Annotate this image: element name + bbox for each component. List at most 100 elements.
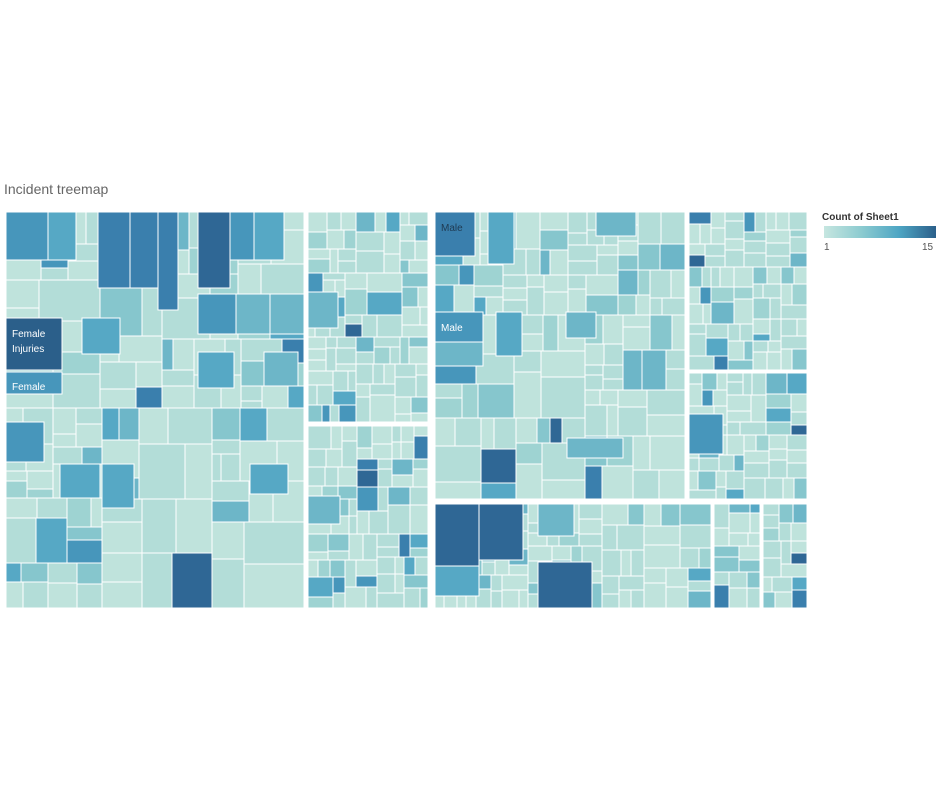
treemap-cell[interactable]	[764, 477, 784, 500]
treemap-cell[interactable]	[596, 244, 619, 256]
treemap-cell[interactable]	[724, 220, 745, 240]
treemap-cell[interactable]	[401, 324, 429, 338]
treemap-cell[interactable]	[329, 404, 340, 423]
treemap-cell[interactable]	[780, 266, 795, 285]
treemap-cell[interactable]	[780, 563, 808, 578]
treemap-cell[interactable]	[413, 425, 429, 437]
treemap-cell[interactable]	[762, 283, 782, 299]
treemap-cell[interactable]	[739, 323, 754, 342]
treemap-cell[interactable]	[637, 243, 661, 271]
treemap-cell[interactable]	[752, 333, 771, 342]
treemap-cell[interactable]	[400, 425, 415, 443]
treemap-cell[interactable]	[749, 503, 761, 514]
treemap-cell[interactable]	[118, 335, 163, 363]
treemap-cell[interactable]	[710, 211, 726, 229]
treemap-cell[interactable]	[66, 526, 103, 541]
treemap-highlight-cell[interactable]	[5, 211, 49, 261]
treemap-cell[interactable]	[26, 470, 54, 490]
treemap-cell[interactable]	[356, 486, 379, 512]
treemap-cell[interactable]	[329, 248, 339, 274]
treemap-cell[interactable]	[376, 573, 396, 594]
treemap-cell[interactable]	[419, 306, 429, 326]
treemap-cell[interactable]	[584, 343, 605, 366]
treemap-cell[interactable]	[220, 453, 241, 482]
treemap-cell[interactable]	[307, 533, 329, 553]
treemap-highlight-cell[interactable]	[537, 561, 593, 609]
treemap-cell[interactable]	[635, 294, 651, 316]
treemap-cell[interactable]	[671, 314, 686, 351]
treemap-cell[interactable]	[705, 337, 729, 357]
treemap-cell[interactable]	[665, 368, 686, 391]
treemap-highlight-cell[interactable]	[434, 341, 484, 367]
treemap-highlight-cell[interactable]	[229, 211, 255, 261]
treemap-cell[interactable]	[5, 470, 28, 482]
treemap-cell[interactable]	[786, 449, 808, 464]
treemap-cell[interactable]	[307, 559, 319, 578]
treemap-cell[interactable]	[704, 243, 726, 257]
treemap-cell[interactable]	[408, 259, 429, 274]
treemap-cell[interactable]	[637, 211, 662, 245]
treemap-cell[interactable]	[369, 394, 396, 423]
treemap-cell[interactable]	[40, 267, 69, 281]
treemap-cell[interactable]	[490, 590, 503, 609]
treemap-cell[interactable]	[752, 283, 764, 299]
treemap-cell[interactable]	[733, 266, 754, 288]
treemap-cell[interactable]	[317, 559, 331, 578]
treemap-cell[interactable]	[344, 586, 367, 609]
treemap-cell[interactable]	[679, 524, 712, 549]
treemap-cell[interactable]	[369, 383, 396, 396]
treemap-cell[interactable]	[752, 351, 768, 371]
treemap-cell[interactable]	[135, 361, 163, 388]
treemap-cell[interactable]	[414, 556, 429, 576]
treemap-cell[interactable]	[712, 389, 728, 407]
treemap-cell[interactable]	[403, 587, 421, 609]
treemap-cell[interactable]	[344, 272, 368, 290]
treemap-cell[interactable]	[356, 458, 379, 471]
treemap-cell[interactable]	[355, 363, 374, 385]
treemap-cell[interactable]	[307, 425, 332, 450]
treemap-cell[interactable]	[617, 294, 637, 316]
treemap-cell[interactable]	[751, 372, 767, 396]
treemap-highlight-cell[interactable]	[5, 421, 45, 463]
treemap-cell[interactable]	[356, 510, 370, 535]
treemap-cell[interactable]	[765, 393, 792, 409]
treemap-cell[interactable]	[324, 466, 339, 487]
treemap-cell[interactable]	[376, 533, 400, 548]
treemap-cell[interactable]	[601, 465, 634, 500]
treemap-cell[interactable]	[398, 533, 411, 558]
treemap-cell[interactable]	[578, 503, 603, 520]
treemap-cell[interactable]	[307, 551, 329, 561]
treemap-cell[interactable]	[348, 515, 358, 535]
treemap-highlight-cell[interactable]	[197, 351, 235, 389]
treemap-cell[interactable]	[649, 435, 686, 471]
treemap-cell[interactable]	[601, 549, 622, 577]
treemap-cell[interactable]	[606, 404, 619, 437]
treemap-cell[interactable]	[780, 318, 798, 337]
treemap-cell[interactable]	[792, 503, 808, 524]
treemap-cell[interactable]	[725, 470, 745, 490]
treemap-cell[interactable]	[687, 580, 712, 592]
treemap-cell[interactable]	[526, 274, 545, 288]
treemap-cell[interactable]	[409, 504, 429, 535]
treemap-cell[interactable]	[38, 279, 101, 322]
treemap-cell[interactable]	[332, 592, 346, 609]
treemap-cell[interactable]	[410, 396, 429, 414]
treemap-cell[interactable]	[355, 575, 378, 588]
treemap-cell[interactable]	[343, 229, 357, 250]
treemap-cell[interactable]	[688, 383, 703, 407]
treemap-highlight-cell[interactable]	[537, 503, 575, 537]
treemap-cell[interactable]	[762, 514, 780, 529]
treemap-cell[interactable]	[473, 264, 504, 287]
treemap-cell[interactable]	[670, 269, 686, 299]
treemap-cell[interactable]	[688, 211, 712, 225]
treemap-highlight-cell[interactable]	[5, 371, 63, 395]
treemap-cell[interactable]	[637, 269, 651, 296]
treemap-cell[interactable]	[493, 417, 517, 450]
treemap-cell[interactable]	[769, 318, 782, 342]
treemap-cell[interactable]	[713, 503, 730, 529]
treemap-cell[interactable]	[679, 503, 712, 526]
treemap-cell[interactable]	[316, 384, 334, 406]
treemap-cell[interactable]	[383, 253, 401, 274]
treemap-cell[interactable]	[377, 486, 389, 512]
treemap-cell[interactable]	[743, 211, 756, 233]
